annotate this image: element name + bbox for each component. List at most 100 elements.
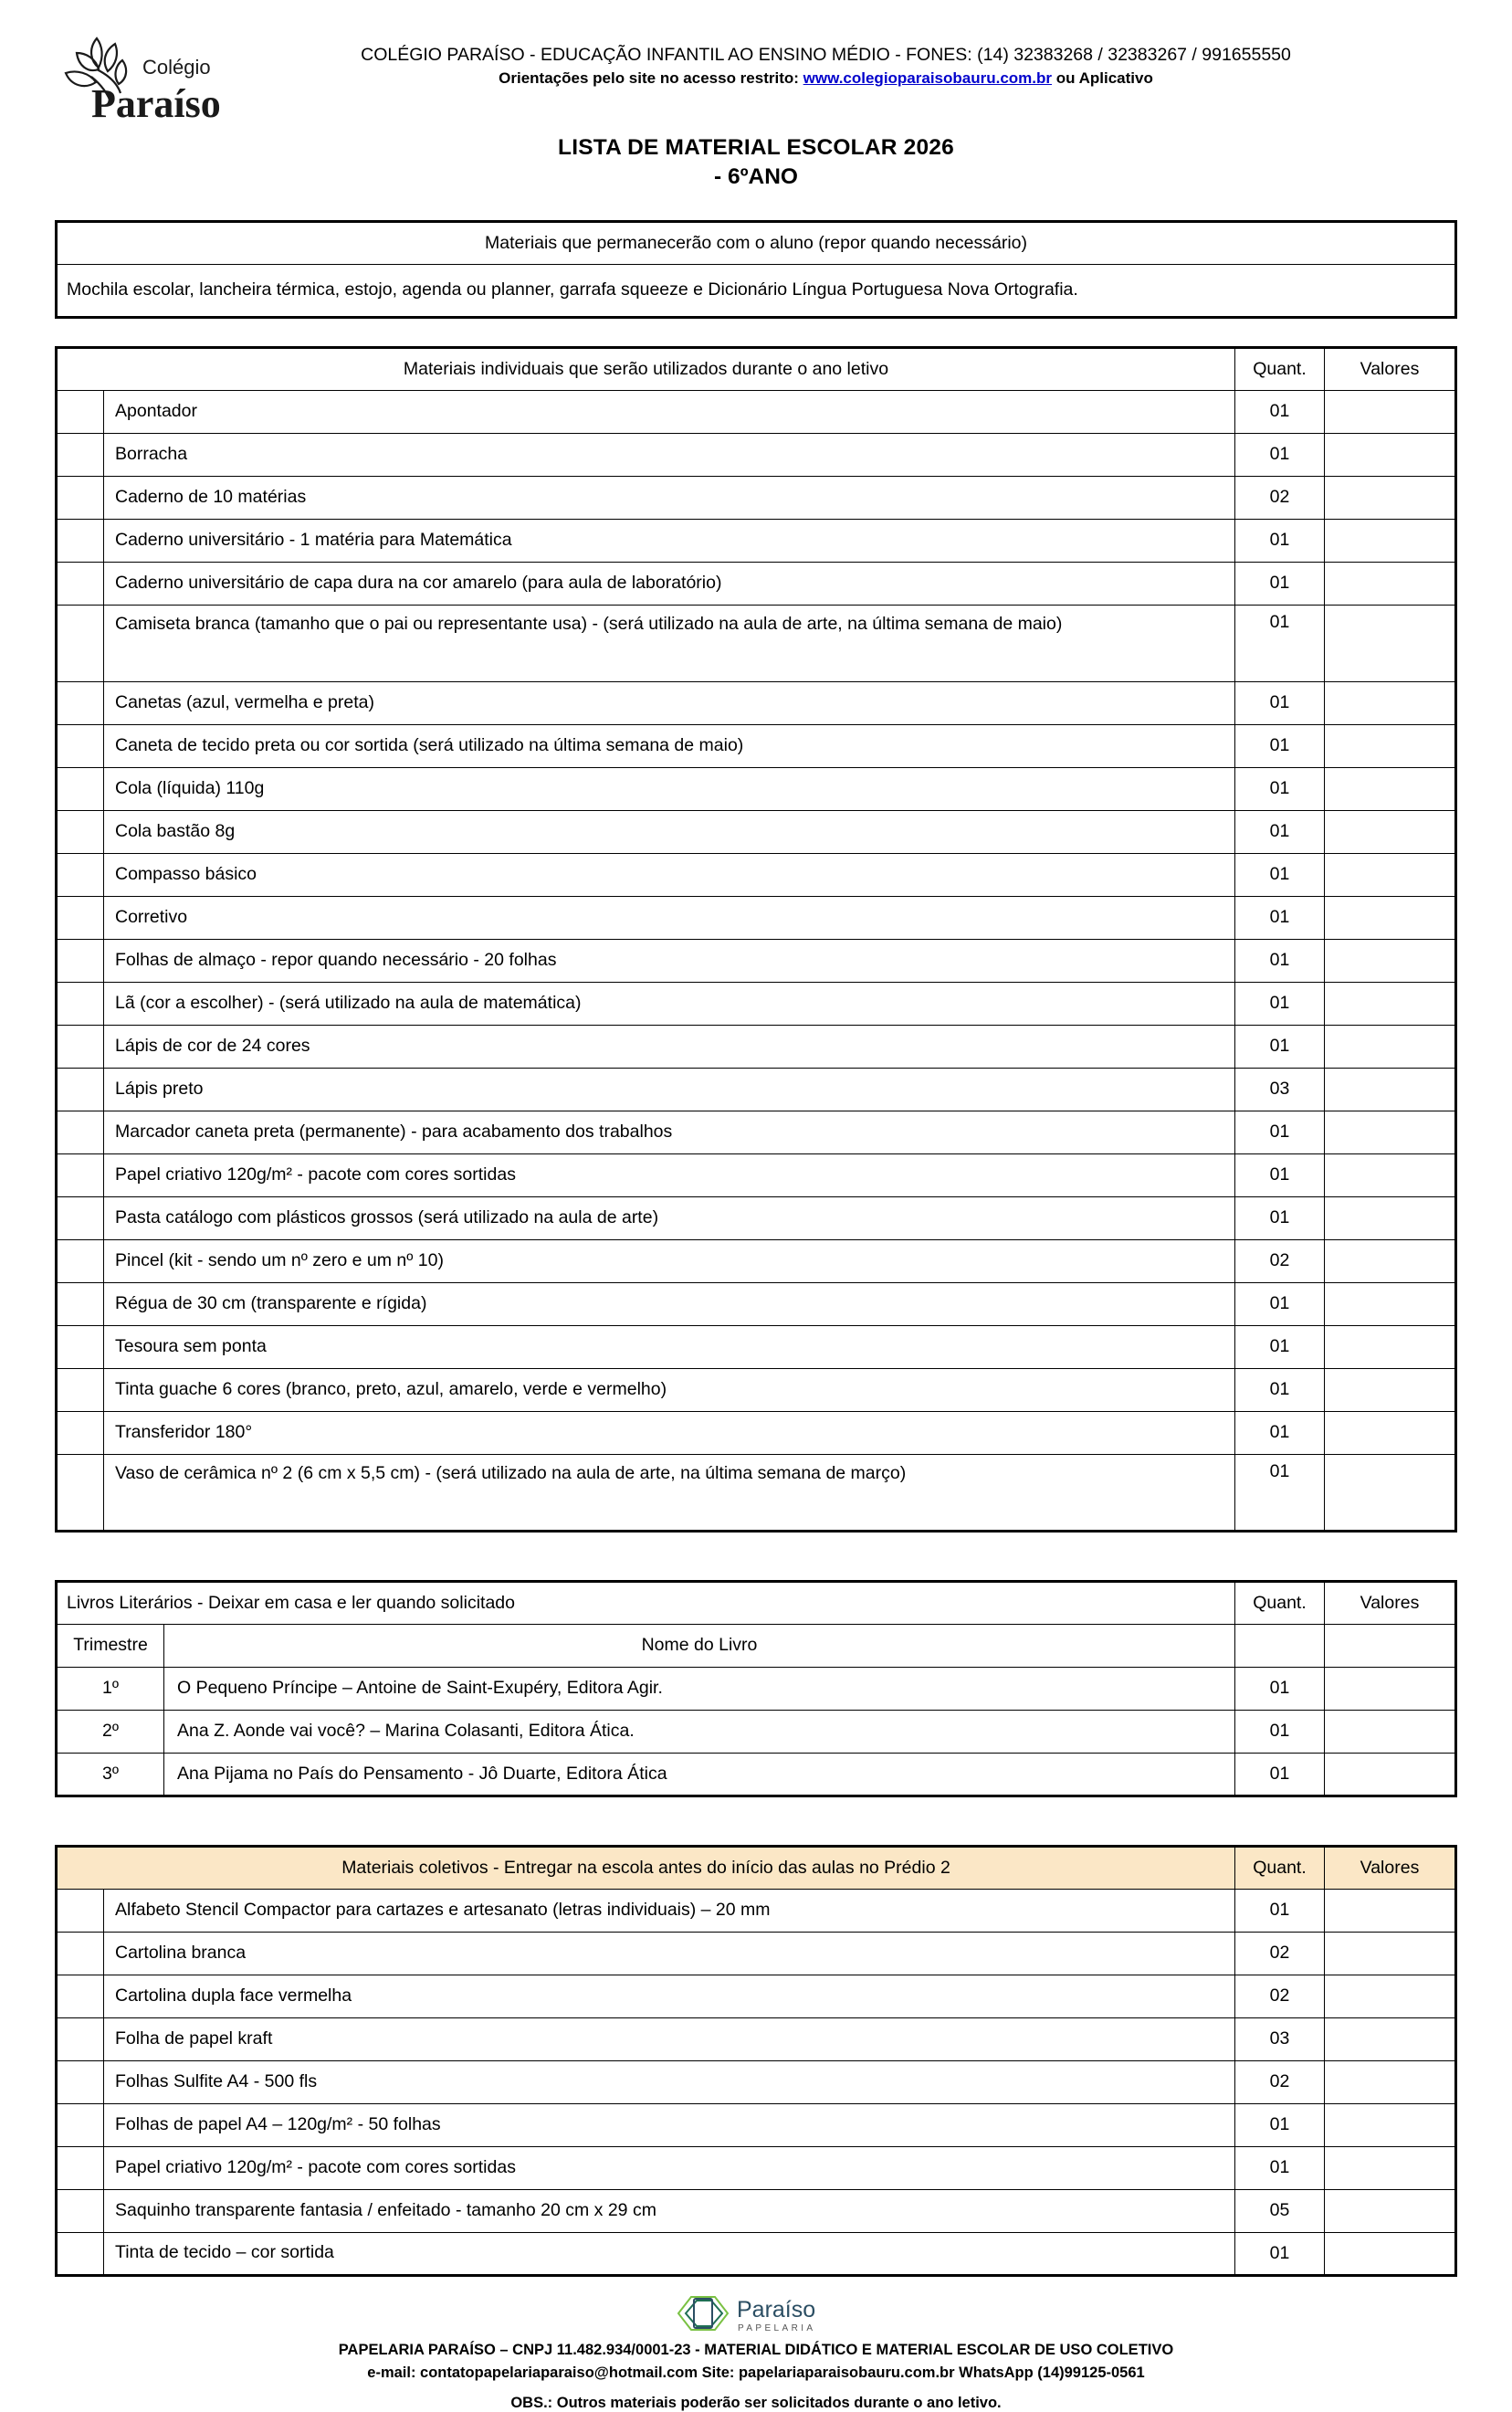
valores-cell[interactable] [1324,2231,1456,2276]
valores-cell[interactable] [1324,852,1456,897]
book-name-cell: O Pequeno Príncipe – Antoine de Saint-Ex… [163,1666,1235,1711]
checkbox-cell[interactable] [56,723,104,768]
checkbox-cell[interactable] [56,938,104,983]
quantity-cell: 01 [1234,2145,1325,2190]
checkbox-cell[interactable] [56,389,104,434]
valores-cell[interactable] [1324,981,1456,1026]
valores-cell[interactable] [1324,1110,1456,1154]
checkbox-cell[interactable] [56,518,104,563]
table-row: Pincel (kit - sendo um nº zero e um nº 1… [56,1238,1456,1283]
checkbox-cell[interactable] [56,1024,104,1069]
valores-cell[interactable] [1324,1238,1456,1283]
quantity-cell: 02 [1234,1931,1325,1975]
book-name-cell: Ana Z. Aonde vai você? – Marina Colasant… [163,1709,1235,1754]
checkbox-cell[interactable] [56,604,104,682]
valores-cell[interactable] [1324,2102,1456,2147]
valores-cell[interactable] [1324,1195,1456,1240]
checkbox-cell[interactable] [56,1324,104,1369]
valores-cell[interactable] [1324,561,1456,606]
checkbox-cell[interactable] [56,809,104,854]
valores-cell[interactable] [1324,1367,1456,1412]
checkbox-cell[interactable] [56,2188,104,2233]
valores-cell[interactable] [1324,2017,1456,2061]
checkbox-cell[interactable] [56,1238,104,1283]
checkbox-cell[interactable] [56,475,104,520]
checkbox-cell[interactable] [56,1367,104,1412]
school-website-link[interactable]: www.colegioparaisobauru.com.br [803,68,1053,87]
valores-cell[interactable] [1324,1153,1456,1197]
checkbox-cell[interactable] [56,1453,104,1532]
quantity-cell: 01 [1234,1195,1325,1240]
instructions-suffix: ou Aplicativo [1052,68,1153,87]
checkbox-cell[interactable] [56,680,104,725]
valores-cell[interactable] [1324,1709,1456,1754]
valores-cell[interactable] [1324,1453,1456,1532]
valores-cell[interactable] [1324,432,1456,477]
quantity-cell: 01 [1234,561,1325,606]
footer-company-line: PAPELARIA PARAÍSO – CNPJ 11.482.934/0001… [338,2341,1174,2358]
item-name-cell: Borracha [103,432,1235,477]
checkbox-cell[interactable] [56,766,104,811]
valores-cell[interactable] [1324,2188,1456,2233]
checkbox-cell[interactable] [56,1974,104,2018]
checkbox-cell[interactable] [56,852,104,897]
checkbox-cell[interactable] [56,2231,104,2276]
valores-cell[interactable] [1324,1410,1456,1455]
checkbox-cell[interactable] [56,895,104,940]
checkbox-cell[interactable] [56,561,104,606]
valores-cell[interactable] [1324,766,1456,811]
quantity-cell: 01 [1234,1709,1325,1754]
checkbox-cell[interactable] [56,432,104,477]
collective-section-title: Materiais coletivos - Entregar na escola… [56,1845,1235,1890]
checkbox-cell[interactable] [56,1195,104,1240]
instructions-prefix: Orientações pelo site no acesso restrito… [499,68,803,87]
valores-cell[interactable] [1324,518,1456,563]
item-name-cell: Folhas de almaço - repor quando necessár… [103,938,1235,983]
colegio-paraiso-logo-icon: Colégio Paraíso [64,37,221,126]
permanent-materials-table: Materiais que permanecerão com o aluno (… [55,219,1457,319]
valores-cell[interactable] [1324,1974,1456,2018]
table-row: Cola (líquida) 110g 01 [56,766,1456,811]
item-name-cell: Compasso básico [103,852,1235,897]
item-name-cell: Caneta de tecido preta ou cor sortida (s… [103,723,1235,768]
quantity-cell: 01 [1234,981,1325,1026]
checkbox-cell[interactable] [56,2017,104,2061]
valores-cell[interactable] [1324,938,1456,983]
checkbox-cell[interactable] [56,2102,104,2147]
valores-cell[interactable] [1324,1067,1456,1111]
quantity-cell: 02 [1234,475,1325,520]
checkbox-cell[interactable] [56,2145,104,2190]
checkbox-cell[interactable] [56,1888,104,1933]
checkbox-cell[interactable] [56,1281,104,1326]
valores-cell[interactable] [1324,1281,1456,1326]
valores-cell[interactable] [1324,723,1456,768]
valores-cell[interactable] [1324,1888,1456,1933]
valores-cell[interactable] [1324,809,1456,854]
checkbox-cell[interactable] [56,981,104,1026]
valores-cell[interactable] [1324,1024,1456,1069]
item-name-cell: Camiseta branca (tamanho que o pai ou re… [103,604,1235,682]
valores-cell[interactable] [1324,475,1456,520]
checkbox-cell[interactable] [56,1110,104,1154]
checkbox-cell[interactable] [56,1153,104,1197]
valores-cell[interactable] [1324,1752,1456,1796]
table-row: Tinta guache 6 cores (branco, preto, azu… [56,1367,1456,1412]
valores-cell[interactable] [1324,604,1456,682]
item-name-cell: Pasta catálogo com plásticos grossos (se… [103,1195,1235,1240]
valores-cell-empty[interactable] [1324,1623,1456,1668]
checkbox-cell[interactable] [56,2059,104,2104]
quantity-cell: 01 [1234,766,1325,811]
quantity-cell: 01 [1234,1666,1325,1711]
checkbox-cell[interactable] [56,1410,104,1455]
valores-cell[interactable] [1324,2145,1456,2190]
valores-cell[interactable] [1324,1324,1456,1369]
valores-cell[interactable] [1324,680,1456,725]
checkbox-cell[interactable] [56,1931,104,1975]
quantity-cell: 01 [1234,604,1325,682]
checkbox-cell[interactable] [56,1067,104,1111]
valores-cell[interactable] [1324,1666,1456,1711]
valores-cell[interactable] [1324,895,1456,940]
valores-cell[interactable] [1324,1931,1456,1975]
valores-cell[interactable] [1324,2059,1456,2104]
valores-cell[interactable] [1324,389,1456,434]
